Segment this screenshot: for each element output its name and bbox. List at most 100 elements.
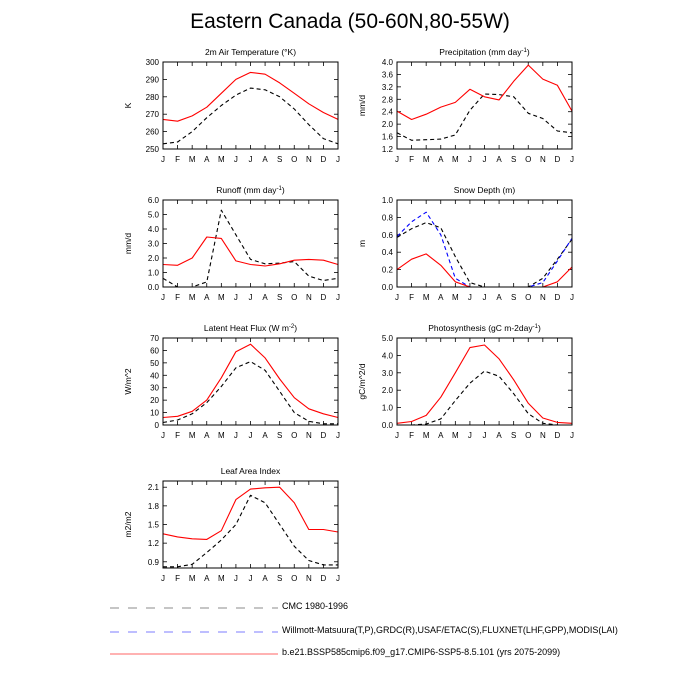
precipitation-y-tick-label: 1.2 (382, 145, 394, 154)
air-temperature-x-tick-label: N (306, 155, 312, 164)
legend-swatch-observations (110, 631, 278, 633)
runoff-x-tick-label: A (204, 293, 210, 302)
latent-heat-flux-x-tick-label: S (277, 431, 282, 440)
leaf-area-index-x-tick-label: O (291, 574, 297, 583)
leaf-area-index-y-tick-label: 1.5 (148, 521, 160, 530)
runoff-y-tick-label: 3.0 (148, 240, 160, 249)
runoff-series-model (162, 236, 339, 267)
snow-depth-y-tick-label: 0.8 (382, 213, 394, 222)
latent-heat-flux-x-tick-label: A (204, 431, 210, 440)
precipitation-x-tick-label: M (423, 155, 430, 164)
photosynthesis-x-tick-label: M (423, 431, 430, 440)
runoff-y-tick-label: 2.0 (148, 254, 160, 263)
latent-heat-flux-x-tick-label: J (234, 431, 238, 440)
snow-depth-x-tick-label: M (452, 293, 459, 302)
photosynthesis-y-axis-label: gC/m^2/d (357, 363, 367, 399)
leaf-area-index-x-tick-label: F (175, 574, 180, 583)
air-temperature-y-tick-label: 290 (146, 75, 160, 84)
precipitation-series-cmc (396, 93, 573, 141)
photosynthesis-x-tick-label: J (468, 431, 472, 440)
latent-heat-flux-y-tick-label: 40 (150, 371, 159, 380)
snow-depth-y-tick-label: 0.2 (382, 266, 394, 275)
precipitation-series-model (396, 64, 573, 121)
figure-title: Eastern Canada (50-60N,80-55W) (190, 10, 510, 33)
leaf-area-index-y-tick-label: 0.9 (148, 558, 160, 567)
runoff-x-tick-label: M (218, 293, 225, 302)
latent-heat-flux-y-tick-label: 50 (150, 359, 159, 368)
photosynthesis-title: Photosynthesis (gC m-2day-1) (428, 323, 541, 333)
air-temperature-x-tick-label: M (189, 155, 196, 164)
leaf-area-index-x-tick-label: J (234, 574, 238, 583)
photosynthesis-x-tick-label: J (395, 431, 399, 440)
latent-heat-flux-x-tick-label: M (189, 431, 196, 440)
precipitation-y-tick-label: 1.6 (382, 133, 394, 142)
snow-depth-y-axis-label: m (357, 240, 367, 247)
runoff-y-tick-label: 1.0 (148, 269, 160, 278)
panel-photosynthesis: Photosynthesis (gC m-2day-1) gC/m^2/d 0.0 1… (357, 323, 574, 440)
panel-runoff: Runoff (mm day-1) mm/d 0.0 1.0 2.0 3.0 4.0 5.0 6… (123, 185, 340, 302)
precipitation-y-axis-label: mm/d (357, 95, 367, 117)
latent-heat-flux-plot-frame (162, 337, 339, 426)
air-temperature-x-tick-label: M (218, 155, 225, 164)
photosynthesis-y-tick-label: 0.0 (382, 421, 394, 430)
precipitation-y-tick-label: 2.0 (382, 120, 394, 129)
leaf-area-index-x-tick-label: M (189, 574, 196, 583)
photosynthesis-y-tick-label: 1.0 (382, 404, 394, 413)
latent-heat-flux-y-tick-label: 0 (155, 421, 160, 430)
photosynthesis-series-cmc (397, 370, 572, 426)
latent-heat-flux-y-tick-label: 70 (150, 334, 159, 343)
air-temperature-plot-frame (162, 61, 339, 150)
snow-depth-series-model (396, 253, 573, 288)
snow-depth-plot-frame (396, 199, 573, 288)
leaf-area-index-series-cmc (163, 494, 338, 568)
panel-snow-depth: Snow Depth (m)m0.00.20.40.60.81.0J F M A M J J… (357, 185, 574, 302)
panel-precipitation: Precipitation (mm day-1) mm/d 1.2 1.6 2.0 2.4… (357, 47, 574, 164)
runoff-x-tick-label: A (262, 293, 268, 302)
runoff-plot-frame (162, 199, 339, 288)
precipitation-x-tick-label: O (525, 155, 531, 164)
photosynthesis-x-tick-label: D (555, 431, 561, 440)
air-temperature-y-tick-label: 300 (146, 58, 160, 67)
snow-depth-x-tick-label: S (511, 293, 516, 302)
snow-depth-x-tick-label: J (483, 293, 487, 302)
leaf-area-index-title: Leaf Area Index (221, 466, 281, 476)
snow-depth-x-tick-label: F (409, 293, 414, 302)
air-temperature-x-tick-label: J (249, 155, 253, 164)
latent-heat-flux-x-tick-label: A (262, 431, 268, 440)
leaf-area-index-x-tick-label: N (306, 574, 312, 583)
legend-swatch-cmc (110, 607, 278, 609)
snow-depth-y-tick-label: 0.0 (382, 283, 394, 292)
runoff-x-tick-label: J (234, 293, 238, 302)
runoff-x-tick-label: M (189, 293, 196, 302)
precipitation-x-tick-label: A (438, 155, 444, 164)
leaf-area-index-x-tick-label: D (321, 574, 327, 583)
panel-air-temperature: 2m Air Temperature (°K) K 250 260 270 280 290 3… (123, 47, 340, 164)
air-temperature-x-tick-label: O (291, 155, 297, 164)
precipitation-y-tick-label: 3.6 (382, 70, 394, 79)
precipitation-x-tick-label: A (496, 155, 502, 164)
snow-depth-x-tick-label: A (496, 293, 502, 302)
precipitation-x-tick-label: J (483, 155, 487, 164)
photosynthesis-x-tick-label: S (511, 431, 516, 440)
air-temperature-y-tick-label: 270 (146, 110, 160, 119)
runoff-x-tick-label: J (249, 293, 253, 302)
latent-heat-flux-x-tick-label: N (306, 431, 312, 440)
runoff-y-tick-label: 0.0 (148, 283, 160, 292)
leaf-area-index-x-tick-label: A (204, 574, 210, 583)
precipitation-x-tick-label: D (555, 155, 561, 164)
snow-depth-x-tick-label: J (395, 293, 399, 302)
leaf-area-index-series-model (162, 486, 339, 540)
photosynthesis-x-tick-label: J (483, 431, 487, 440)
photosynthesis-x-tick-label: F (409, 431, 414, 440)
leaf-area-index-y-tick-label: 1.2 (148, 539, 160, 548)
latent-heat-flux-y-tick-label: 20 (150, 396, 159, 405)
photosynthesis-x-tick-label: A (496, 431, 502, 440)
leaf-area-index-y-tick-label: 1.8 (148, 502, 160, 511)
precipitation-y-tick-label: 3.2 (382, 83, 394, 92)
air-temperature-y-tick-label: 250 (146, 145, 160, 154)
snow-depth-x-tick-label: J (570, 293, 574, 302)
leaf-area-index-x-tick-label: A (262, 574, 268, 583)
legend-label-model: b.e21.BSSP585cmip6.f09_g17.CMIP6-SSP5-8.… (282, 647, 561, 657)
latent-heat-flux-x-tick-label: D (321, 431, 327, 440)
photosynthesis-x-tick-label: O (525, 431, 531, 440)
